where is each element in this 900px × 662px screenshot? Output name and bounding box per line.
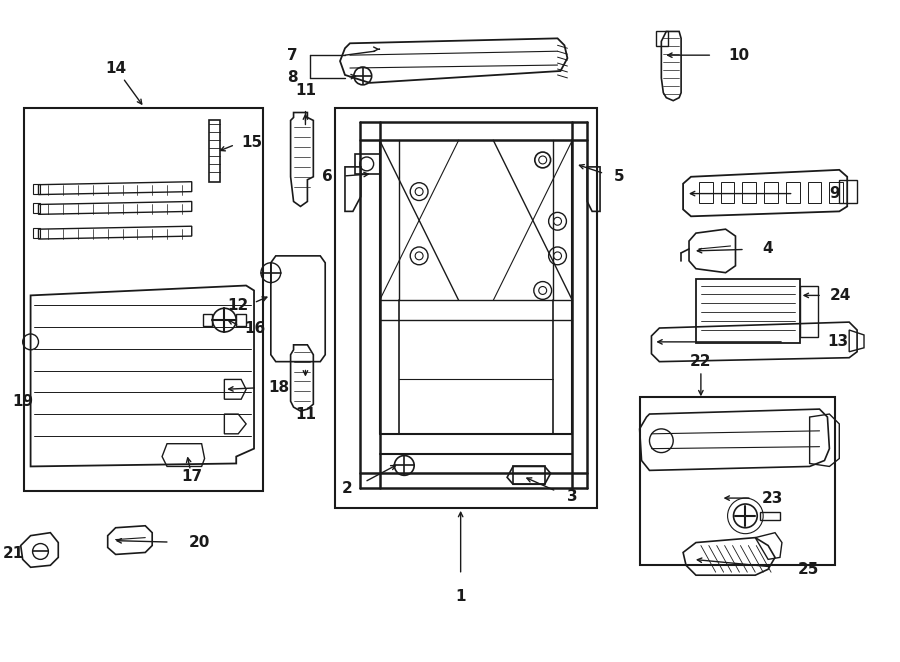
Text: 10: 10: [729, 48, 750, 63]
Polygon shape: [39, 181, 192, 195]
Bar: [721, 181, 734, 203]
Text: 16: 16: [244, 320, 266, 336]
Bar: [32, 228, 40, 238]
Text: 14: 14: [105, 60, 126, 75]
Text: 21: 21: [3, 546, 23, 561]
Bar: [640, 397, 835, 565]
Bar: [807, 181, 822, 203]
Text: 5: 5: [614, 169, 625, 184]
Text: 17: 17: [181, 469, 202, 484]
Text: 4: 4: [762, 242, 773, 256]
Bar: [786, 181, 800, 203]
Bar: [32, 183, 40, 193]
Text: 9: 9: [830, 186, 840, 201]
Text: 6: 6: [322, 169, 333, 184]
Text: 18: 18: [268, 380, 289, 395]
Bar: [355, 154, 380, 174]
Text: 11: 11: [295, 406, 316, 422]
Bar: [800, 285, 817, 337]
Text: 15: 15: [241, 134, 262, 150]
Text: 7: 7: [287, 48, 298, 63]
Text: 23: 23: [762, 491, 784, 506]
Text: 24: 24: [830, 288, 850, 303]
Text: 11: 11: [295, 83, 316, 98]
Bar: [202, 314, 212, 326]
Bar: [335, 107, 597, 508]
Bar: [742, 181, 756, 203]
Text: 12: 12: [227, 298, 248, 313]
Bar: [696, 279, 800, 343]
Text: 3: 3: [567, 489, 578, 504]
Text: 19: 19: [13, 394, 33, 408]
Bar: [513, 467, 544, 484]
Bar: [764, 181, 778, 203]
Bar: [699, 181, 713, 203]
Polygon shape: [39, 201, 192, 214]
Bar: [209, 120, 220, 181]
Bar: [23, 107, 263, 491]
Polygon shape: [39, 226, 192, 239]
Bar: [32, 203, 40, 213]
Bar: [236, 314, 246, 326]
Bar: [656, 31, 669, 46]
Text: 13: 13: [827, 334, 849, 350]
Text: 1: 1: [455, 589, 466, 604]
Text: 25: 25: [797, 562, 819, 577]
Text: 8: 8: [287, 70, 298, 85]
Text: 2: 2: [342, 481, 353, 496]
Text: 20: 20: [189, 535, 210, 550]
Bar: [760, 512, 780, 520]
Bar: [830, 181, 843, 203]
Text: 22: 22: [690, 354, 712, 369]
Bar: [840, 180, 857, 203]
